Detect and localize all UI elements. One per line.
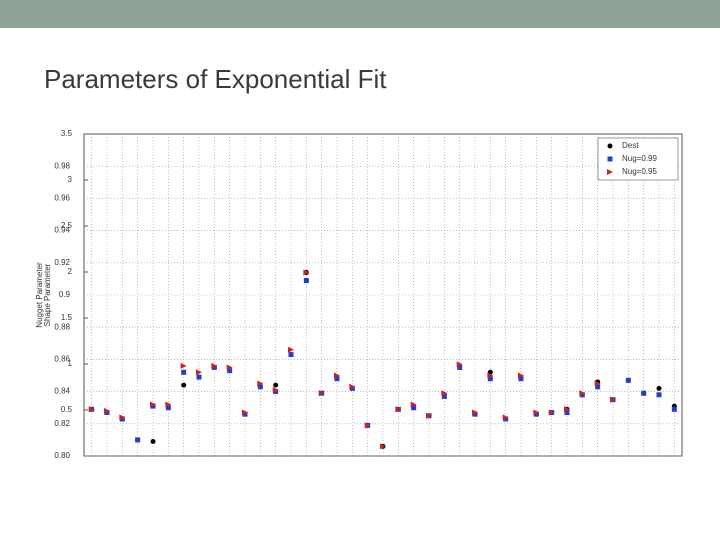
point xyxy=(564,410,570,416)
point xyxy=(487,376,493,382)
point xyxy=(119,414,126,421)
point xyxy=(441,390,448,397)
point xyxy=(181,369,187,375)
y-axis-label: Nugget Parameter xyxy=(35,262,44,328)
y-tick-label: 0.98 xyxy=(54,161,70,170)
point xyxy=(411,405,417,411)
y2-tick-label: 3 xyxy=(68,175,73,184)
point xyxy=(533,409,540,416)
y-tick-label: 0.94 xyxy=(54,226,70,235)
point xyxy=(579,390,586,397)
point xyxy=(150,403,156,409)
y-tick-label: 0.9 xyxy=(59,290,71,299)
point xyxy=(656,385,662,391)
point xyxy=(303,269,310,276)
y2-tick-label: 3.5 xyxy=(61,129,73,138)
slide-title: Parameters of Exponential Fit xyxy=(44,64,387,94)
point xyxy=(242,409,248,416)
point xyxy=(595,384,601,390)
point xyxy=(641,390,647,396)
point xyxy=(227,368,233,374)
point xyxy=(211,362,218,369)
point xyxy=(334,372,340,379)
point xyxy=(548,409,555,416)
point xyxy=(242,411,248,417)
point xyxy=(487,372,494,379)
point xyxy=(211,364,217,370)
y2-tick-label: 2 xyxy=(68,267,73,276)
point xyxy=(180,362,187,369)
point xyxy=(257,380,264,387)
y-tick-label: 0.82 xyxy=(54,419,70,428)
y-tick-label: 0.86 xyxy=(54,355,70,364)
legend-label: Nug=0.95 xyxy=(622,167,657,176)
legend-marker xyxy=(607,143,613,149)
point xyxy=(472,411,478,417)
y-tick-label: 0.84 xyxy=(54,387,70,396)
point xyxy=(272,386,279,393)
point xyxy=(349,385,355,391)
y-tick-label: 0.92 xyxy=(54,258,70,267)
y2-tick-label: 0.5 xyxy=(61,405,73,414)
point xyxy=(579,392,585,398)
point xyxy=(334,376,340,382)
point xyxy=(503,416,509,422)
point xyxy=(104,407,110,414)
point xyxy=(395,406,402,413)
point xyxy=(104,410,110,416)
legend-marker xyxy=(607,156,613,162)
point xyxy=(181,382,187,388)
point xyxy=(288,346,294,353)
y-tick-label: 0.96 xyxy=(54,194,70,203)
y-tick-label: 0.80 xyxy=(54,451,70,460)
point xyxy=(288,352,294,358)
point xyxy=(457,364,463,370)
legend-label: Nug=0.99 xyxy=(622,154,657,163)
y2-axis-label: Shape Parameter xyxy=(43,263,52,326)
point xyxy=(165,405,171,411)
legend-label: Dest xyxy=(622,141,639,150)
point xyxy=(196,374,202,380)
y2-tick-label: 1.5 xyxy=(61,313,73,322)
point xyxy=(150,401,156,408)
point xyxy=(257,384,263,390)
point xyxy=(656,392,662,398)
point xyxy=(426,412,432,419)
point xyxy=(273,382,279,388)
y2-tick-label: 1 xyxy=(68,359,73,368)
point xyxy=(564,406,570,413)
point xyxy=(518,376,524,382)
point xyxy=(273,389,279,395)
point xyxy=(196,369,202,376)
point xyxy=(349,383,356,390)
point xyxy=(364,422,371,429)
y-tick-label: 0.88 xyxy=(54,322,70,331)
point xyxy=(533,411,539,417)
point xyxy=(625,377,631,383)
top-bar xyxy=(0,0,720,28)
point xyxy=(318,390,325,397)
point xyxy=(671,406,677,412)
point xyxy=(610,396,616,403)
point xyxy=(472,409,478,416)
point xyxy=(518,372,524,379)
point xyxy=(150,439,156,445)
point xyxy=(135,437,141,443)
point xyxy=(303,278,309,284)
point xyxy=(88,406,95,413)
y2-tick-label: 2.5 xyxy=(61,221,73,230)
point xyxy=(119,416,125,422)
point xyxy=(502,414,509,421)
point xyxy=(456,361,463,368)
point xyxy=(441,393,447,399)
legend-marker xyxy=(607,169,613,175)
point xyxy=(410,401,417,408)
point xyxy=(165,401,172,408)
point xyxy=(226,364,233,371)
point xyxy=(594,380,601,387)
point xyxy=(380,443,386,450)
